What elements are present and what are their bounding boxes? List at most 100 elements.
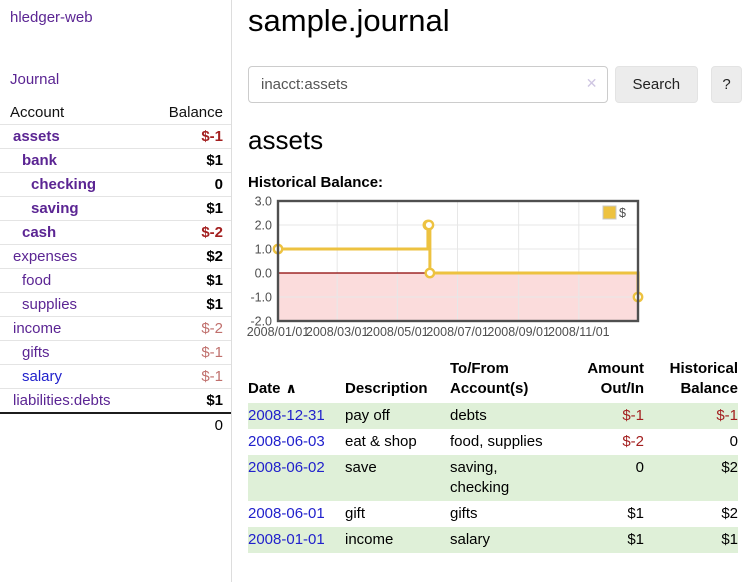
column-header-date[interactable]: Date ∧	[248, 380, 297, 397]
transaction-amount: $-2	[622, 433, 644, 450]
account-row: gifts $-1	[0, 340, 231, 365]
account-balance: $1	[206, 152, 223, 169]
account-link[interactable]: salary	[22, 368, 63, 385]
column-header-description[interactable]: Description	[345, 380, 428, 397]
account-balance: $2	[206, 248, 223, 265]
account-link[interactable]: gifts	[22, 344, 50, 361]
account-balance: $-2	[201, 224, 223, 241]
account-row: liabilities:debts $1	[0, 388, 231, 414]
transaction-description: pay off	[345, 407, 390, 424]
transaction-date-link[interactable]: 2008-01-01	[248, 531, 325, 548]
accounts-header-account: Account	[10, 104, 65, 121]
column-header-balance[interactable]: Historical Balance	[669, 360, 738, 397]
transaction-date-link[interactable]: 2008-06-02	[248, 459, 325, 476]
transaction-date-link[interactable]: 2008-12-31	[248, 407, 325, 424]
account-balance: $-1	[201, 344, 223, 361]
accounts-header-row: Account Balance	[0, 101, 231, 125]
page-title: sample.journal	[248, 3, 450, 38]
account-row: income $-2	[0, 316, 231, 341]
transaction-balance: $1	[721, 531, 738, 548]
account-link[interactable]: supplies	[22, 296, 78, 313]
column-header-accounts[interactable]: To/From Account(s)	[450, 360, 529, 397]
transaction-accounts: debts	[450, 407, 487, 424]
transaction-accounts: saving, checking	[450, 459, 510, 496]
transaction-row[interactable]: 2008-06-01 gift gifts $1 $2	[248, 501, 738, 527]
account-balance: $-1	[201, 128, 223, 145]
account-balance: 0	[214, 176, 223, 193]
transaction-amount: $-1	[622, 407, 644, 424]
account-balance: $-1	[201, 368, 223, 385]
account-link[interactable]: liabilities:debts	[13, 392, 111, 409]
transaction-date-link[interactable]: 2008-06-03	[248, 433, 325, 450]
account-link[interactable]: cash	[22, 224, 57, 241]
accounts-table: Account Balance assets $-1 bank $1 checking 0…	[0, 101, 231, 437]
account-row: expenses $2	[0, 244, 231, 269]
transaction-amount: $1	[627, 531, 644, 548]
y-tick-label: 0.0	[255, 267, 272, 281]
account-link[interactable]: income	[13, 320, 62, 337]
account-row: food $1	[0, 268, 231, 293]
clear-search-icon[interactable]: ✕	[585, 75, 598, 91]
transaction-balance: 0	[729, 433, 738, 450]
account-balance: $1	[206, 392, 223, 409]
chart-wrap: $3.0 2.0 1.0 0.0 -1.0 -2.0 2008/01/01 2008/03/0…	[247, 195, 742, 344]
transaction-row[interactable]: 2008-12-31 pay off debts $-1 $-1	[248, 403, 738, 429]
accounts-total-balance: 0	[214, 417, 223, 434]
transaction-accounts: food, supplies	[450, 433, 543, 450]
search-input[interactable]	[248, 66, 608, 103]
legend-label: $	[619, 206, 626, 220]
transaction-description: income	[345, 531, 394, 548]
transaction-row[interactable]: 2008-06-03 eat & shop food, supplies $-2 0	[248, 429, 738, 455]
help-button[interactable]: ?	[711, 66, 742, 103]
transaction-description: gift	[345, 505, 366, 522]
x-tick-label: 2008/07/01	[426, 325, 489, 339]
account-row: supplies $1	[0, 292, 231, 317]
account-link[interactable]: saving	[31, 200, 79, 217]
register-header-row: Date ∧ Description To/From Account(s) Amo…	[248, 357, 738, 403]
search-button[interactable]: Search	[614, 66, 699, 103]
sidebar-item-journal[interactable]: Journal	[10, 71, 60, 88]
transaction-balance: $2	[721, 505, 738, 522]
register-rows: 2008-12-31 pay off debts $-1 $-1 2008-06-03 ea…	[248, 403, 738, 553]
sidebar: hledger-web Journal Account Balance asse…	[0, 0, 232, 582]
account-row: cash $-2	[0, 220, 231, 245]
account-balance: $1	[206, 296, 223, 313]
main-content: sample.journal ✕ Search ? assets Histori…	[247, 0, 742, 553]
account-heading: assets	[248, 125, 324, 155]
account-link[interactable]: food	[22, 272, 52, 289]
account-row: assets $-1	[0, 124, 231, 149]
transaction-balance: $2	[721, 459, 738, 476]
transaction-row[interactable]: 2008-06-02 save saving, checking 0 $2	[248, 455, 738, 501]
chart-title: Historical Balance:	[248, 174, 384, 191]
transaction-description: save	[345, 459, 377, 476]
accounts-total-row: 0	[0, 413, 231, 437]
account-balance: $1	[206, 200, 223, 217]
account-link[interactable]: bank	[22, 152, 58, 169]
y-tick-label: 2.0	[255, 219, 272, 233]
account-row: checking 0	[0, 172, 231, 197]
transaction-amount: 0	[635, 459, 644, 476]
accounts-header-balance: Balance	[168, 104, 223, 121]
y-tick-label: -2.0	[250, 315, 272, 329]
x-tick-label: 2008/01/01	[247, 325, 310, 339]
transaction-row[interactable]: 2008-01-01 income salary $1 $1	[248, 527, 738, 553]
account-row: bank $1	[0, 148, 231, 173]
account-link[interactable]: expenses	[13, 248, 78, 265]
account-link[interactable]: checking	[31, 176, 97, 193]
historical-balance-chart: $3.0 2.0 1.0 0.0 -1.0 -2.02008/01/012008/03/0…	[247, 195, 644, 339]
data-point-marker	[423, 219, 435, 231]
account-rows: assets $-1 bank $1 checking 0 saving $1 cash $-2 e…	[0, 124, 231, 414]
transaction-balance: $-1	[716, 407, 738, 424]
column-header-amount[interactable]: Amount Out/In	[587, 360, 644, 397]
brand-link[interactable]: hledger-web	[10, 9, 93, 26]
data-point-marker	[424, 267, 436, 279]
transaction-date-link[interactable]: 2008-06-01	[248, 505, 325, 522]
x-tick-label: 2008/05/01	[366, 325, 429, 339]
account-link[interactable]: assets	[13, 128, 60, 145]
search-input-wrap: ✕	[248, 66, 608, 103]
register-table: Date ∧ Description To/From Account(s) Amo…	[248, 357, 738, 553]
transaction-accounts: salary	[450, 531, 491, 548]
x-tick-label: 2008/09/01	[487, 325, 550, 339]
transaction-amount: $1	[627, 505, 644, 522]
